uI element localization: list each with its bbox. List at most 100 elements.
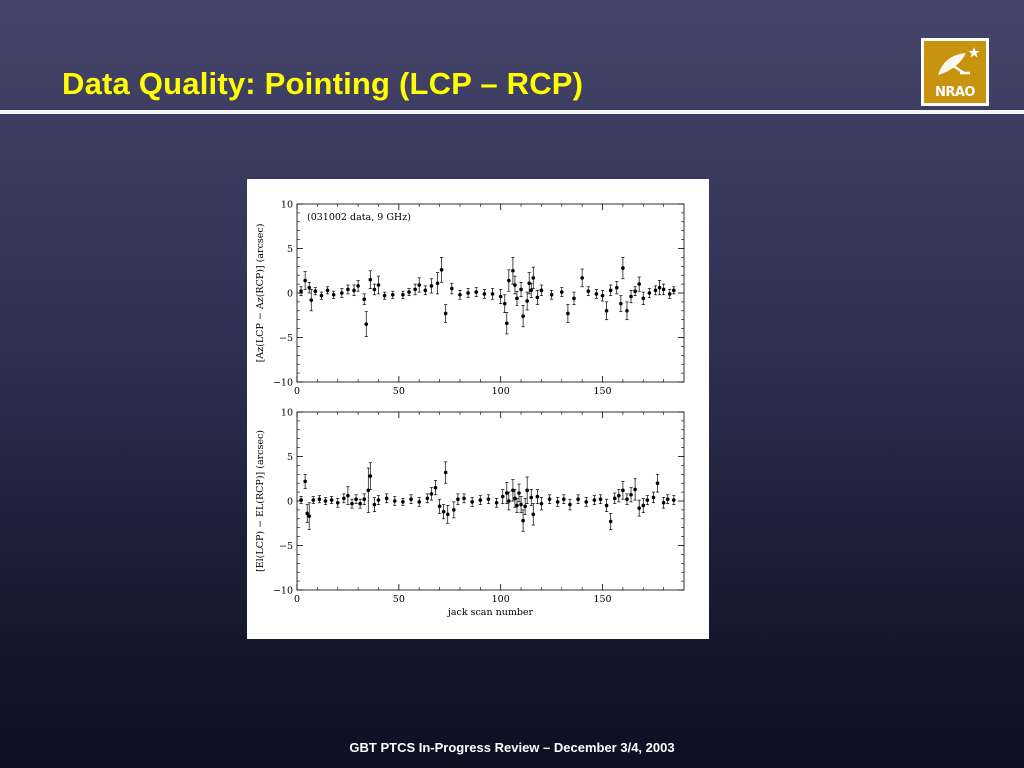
plot1-annotation: (031002 data, 9 GHz) bbox=[307, 212, 411, 223]
plot2-data-point bbox=[517, 491, 521, 495]
plot2-data-point bbox=[519, 502, 523, 507]
plot1-xtick-label: 150 bbox=[593, 386, 611, 397]
title-divider bbox=[0, 110, 1024, 114]
plot1-data-point bbox=[515, 296, 519, 301]
plot1-data-point bbox=[580, 276, 584, 280]
plot2-data-point bbox=[299, 498, 303, 502]
plot2-data-point bbox=[456, 497, 460, 502]
plot1-data-point bbox=[521, 314, 525, 318]
plot2-ytick-label: 5 bbox=[287, 452, 293, 463]
plot1-ytick-label: 10 bbox=[281, 200, 293, 211]
plot1-data-point bbox=[364, 322, 369, 326]
plot1-data-point bbox=[657, 285, 662, 290]
plot1-data-point bbox=[600, 293, 605, 298]
plot2-data-point bbox=[441, 509, 446, 514]
plot1-data-point bbox=[423, 288, 428, 293]
plot2-data-point bbox=[584, 500, 589, 504]
plot1-data-point bbox=[586, 289, 591, 294]
plot2-data-point bbox=[478, 498, 483, 502]
plot2-ytick-label: 10 bbox=[281, 408, 293, 419]
plot1-data-point bbox=[356, 284, 360, 288]
plot2-data-point bbox=[645, 498, 650, 502]
plot1-data-point bbox=[572, 296, 576, 301]
plot1-data-point bbox=[539, 288, 544, 293]
plot2-data-point bbox=[608, 519, 613, 524]
plot1-data-point bbox=[653, 288, 658, 293]
plot1-data-point bbox=[435, 281, 440, 286]
slide-title: Data Quality: Pointing (LCP – RCP) bbox=[62, 66, 584, 101]
plot2-data-point bbox=[376, 498, 381, 502]
plot1-data-point bbox=[482, 292, 487, 296]
plot1-ytick-label: −10 bbox=[273, 378, 293, 389]
plot1-data-point bbox=[513, 283, 517, 287]
plot2-ylabel: [El(LCP) − EL(RCP)] (arcsec) bbox=[255, 430, 266, 572]
plot1-data-point bbox=[504, 321, 509, 326]
plot2-frame bbox=[296, 411, 685, 591]
plot2-data-point bbox=[665, 497, 670, 502]
plot2-data-point bbox=[317, 497, 322, 502]
slide-footer: GBT PTCS In-Progress Review – December 3… bbox=[349, 740, 675, 755]
plot2-data-point bbox=[641, 503, 646, 508]
plot1-data-point bbox=[429, 284, 434, 288]
plot2-data-point bbox=[494, 500, 499, 505]
plot2-data-point bbox=[311, 498, 316, 502]
plot2-data-point bbox=[504, 491, 509, 495]
plot2-data-point bbox=[305, 511, 309, 516]
plot2-xtick-label: 50 bbox=[393, 594, 405, 605]
plot2-data-point bbox=[462, 496, 466, 501]
plot1-ytick-label: −5 bbox=[279, 333, 293, 344]
plot1-data-point bbox=[625, 309, 629, 313]
plot1-data-point bbox=[474, 290, 479, 294]
plot2-data-point bbox=[358, 501, 362, 506]
plot1-frame bbox=[296, 203, 685, 383]
plot2-data-point bbox=[368, 474, 373, 478]
plot1-data-point bbox=[621, 266, 625, 270]
plot1-data-point bbox=[407, 290, 411, 294]
plot2-data-point bbox=[562, 497, 566, 502]
plot1-data-point bbox=[340, 291, 344, 295]
plot1-data-point bbox=[594, 292, 599, 296]
plot1-xtick-label: 50 bbox=[393, 386, 405, 397]
plot1-data-point bbox=[608, 288, 613, 293]
plot2-xtick-label: 150 bbox=[593, 594, 611, 605]
plot2-data-point bbox=[617, 493, 621, 498]
plot1-data-point bbox=[619, 301, 623, 306]
plot2-data-point bbox=[452, 508, 456, 512]
plot2-data-point bbox=[598, 497, 603, 502]
plot2-ytick-label: −5 bbox=[279, 541, 293, 552]
plot1-data-point bbox=[439, 268, 444, 272]
plot2-data-point bbox=[303, 479, 307, 484]
plot1-data-point bbox=[604, 309, 609, 313]
plot2-xlabel: jack scan number bbox=[447, 607, 534, 618]
plot1-data-point bbox=[352, 288, 356, 293]
plot1-data-point bbox=[507, 278, 511, 283]
plot2-data-point bbox=[470, 500, 474, 504]
plot1-data-point bbox=[633, 289, 637, 294]
plot1-data-point bbox=[559, 290, 564, 294]
nrao-logo: NRAO bbox=[921, 38, 989, 106]
plot2-data-point bbox=[354, 497, 358, 502]
chart-figure: 10 5 0 −5 −10 0 50 100 150 [Az(LCP − Az(RCP)] (ar… bbox=[247, 179, 709, 639]
plot2-data-point bbox=[535, 494, 540, 499]
plot1-xtick-label: 100 bbox=[492, 386, 510, 397]
plot2-data-point bbox=[515, 503, 519, 508]
plot1-data-point bbox=[466, 291, 470, 295]
plot2-data-point bbox=[621, 488, 625, 493]
plot1-xtick-label: 0 bbox=[294, 386, 300, 397]
plot2-data-point bbox=[521, 518, 525, 523]
plot2-data-point bbox=[539, 501, 544, 506]
plot2-data-point bbox=[612, 496, 617, 501]
plot1-data-point bbox=[417, 283, 422, 287]
plot1-data-point bbox=[525, 299, 529, 303]
plot2-data-point bbox=[401, 500, 405, 504]
plot2-data-point bbox=[335, 500, 340, 505]
plot1-data-point bbox=[535, 295, 540, 300]
plot1-data-point bbox=[382, 293, 387, 298]
plot2-data-point bbox=[350, 501, 354, 506]
plot1-data-point bbox=[319, 293, 324, 298]
plot2-data-point bbox=[437, 504, 442, 509]
plot1-data-point bbox=[641, 296, 646, 301]
plot2-data-point bbox=[362, 497, 367, 502]
plot2-data-point bbox=[392, 499, 397, 503]
plot1-data-point bbox=[458, 292, 462, 297]
